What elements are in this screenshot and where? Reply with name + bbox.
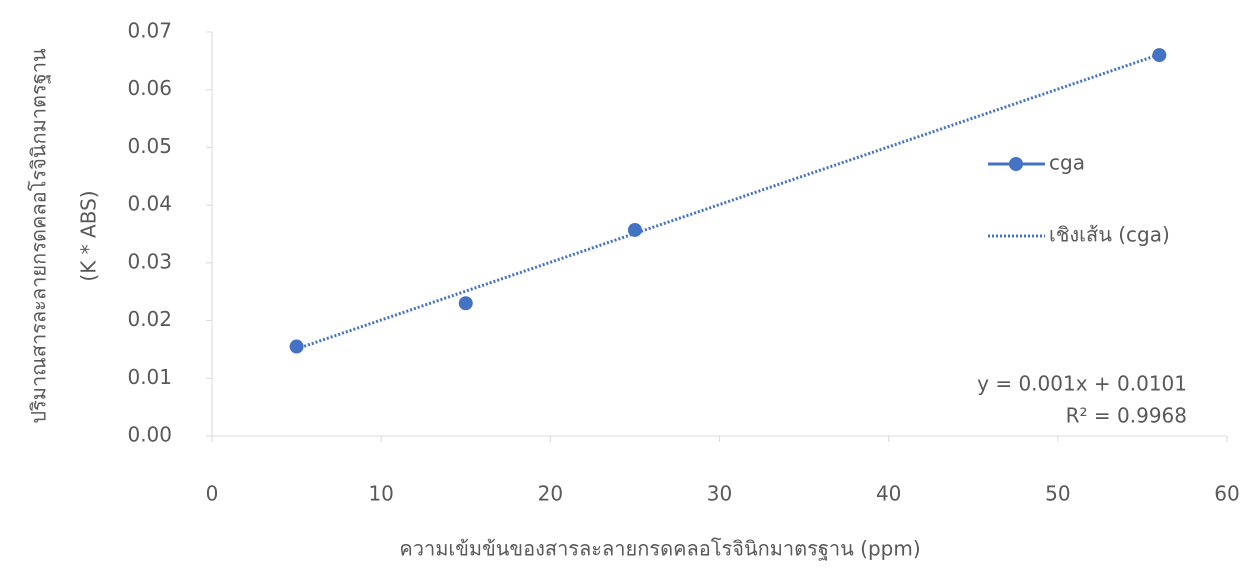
y-tick-label: 0.01 [127,365,172,389]
y-tick-label: 0.00 [127,423,172,447]
y-tick-label: 0.04 [127,192,172,216]
trendline-equation: y = 0.001x + 0.0101 [977,372,1187,396]
legend-marker [1009,157,1023,171]
r-squared: R² = 0.9968 [1066,404,1187,428]
y-tick-label: 0.02 [127,307,172,331]
x-tick-label: 50 [1045,482,1070,506]
x-tick-label: 20 [538,482,563,506]
y-axis-label: (K * ABS) [77,190,101,281]
y-tick-label: 0.03 [127,249,172,273]
x-axis-label: ความเข้มข้นของสารละลายกรดคลอโรจินิกมาตรฐ… [399,537,920,561]
x-tick-label: 40 [876,482,901,506]
data-point [1152,48,1167,63]
trendline [296,53,1160,351]
legend-label: เชิงเส้น (cga) [1049,223,1170,247]
y-tick-label: 0.05 [127,134,172,158]
data-point [458,296,473,311]
x-tick-label: 30 [707,482,732,506]
x-tick-label: 0 [206,482,219,506]
x-tick-label: 60 [1214,482,1239,506]
y-axis-label: ปริมาณสารละลายกรดคลอโรจินิกมาตรฐาน [27,48,51,424]
y-tick-label: 0.07 [127,19,172,43]
y-tick-label: 0.06 [127,76,172,100]
legend-label: cga [1049,151,1085,175]
x-tick-label: 10 [368,482,393,506]
data-point [289,339,304,354]
